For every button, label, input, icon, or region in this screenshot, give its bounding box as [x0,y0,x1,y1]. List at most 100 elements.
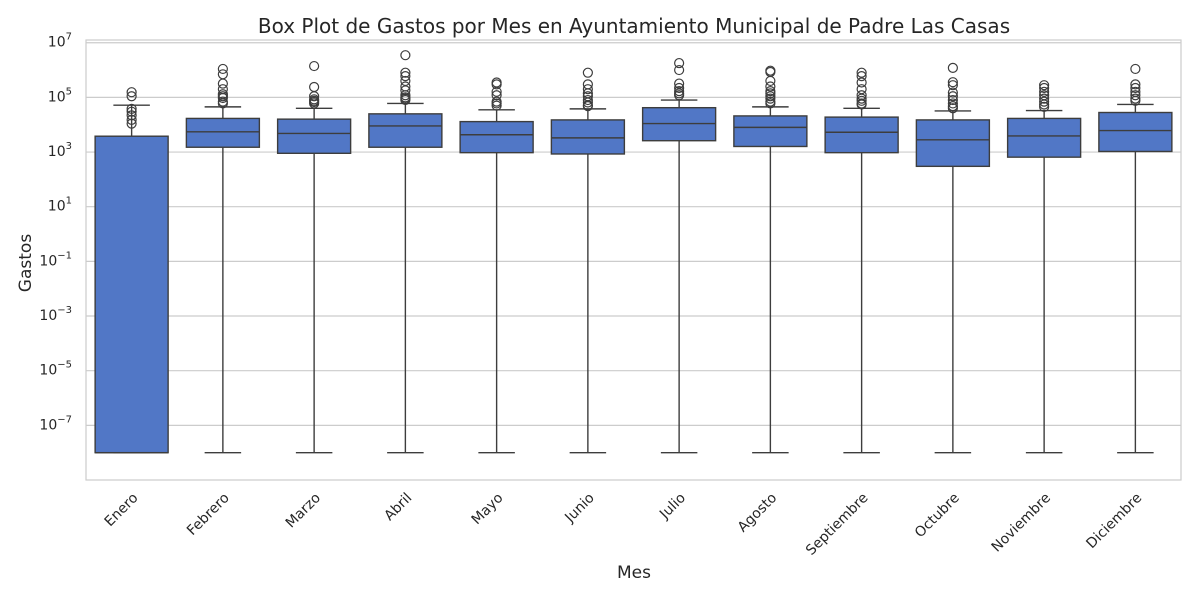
box-iqr [550,119,626,155]
y-tick-exponent: 5 [66,86,72,97]
outlier-point [765,88,776,99]
outlier-point [582,84,593,95]
box-noviembre [1006,80,1082,454]
grid-lines [86,42,1181,426]
x-tick-label: Diciembre [1083,490,1145,552]
outlier-point [1130,63,1141,75]
outlier-point [126,110,137,121]
outlier-point [582,67,593,78]
box-iqr [1006,117,1082,158]
outlier-point [491,90,502,101]
outlier-point [765,81,776,92]
box-iqr [1098,111,1173,153]
x-tick-label: Julio [656,490,689,523]
outlier-point [947,80,958,91]
outlier-point [765,98,776,109]
outlier-point [491,79,502,90]
y-tick-label: 10−1 [39,250,72,269]
y-tick-label: 101 [48,196,72,215]
chart-title: Box Plot de Gastos por Mes en Ayuntamien… [258,14,1010,38]
box-mayo [459,77,534,454]
outlier-point [400,50,411,61]
x-tick-label: Enero [102,490,142,530]
y-tick-base: 10 [48,89,66,105]
y-tick-label: 10−3 [39,305,72,324]
outlier-point [674,90,685,101]
box-iqr [94,135,169,454]
y-tick-label: 103 [48,141,72,160]
y-tick-base: 10 [39,253,57,269]
x-tick-label: Abril [381,490,415,524]
outlier-point [1039,82,1050,94]
box-marzo [276,60,352,454]
outlier-point [947,91,958,102]
y-tick-exponent: −5 [57,360,72,371]
y-tick-exponent: −3 [57,305,72,316]
y-tick-base: 10 [39,308,57,324]
outlier-point [217,92,228,104]
y-tick-exponent: 3 [66,141,72,152]
x-tick-label: Mayo [469,490,507,528]
y-tick-base: 10 [48,144,66,160]
plot-frame [85,39,1182,481]
outlier-point [400,94,411,106]
box-agosto [733,65,808,454]
outlier-point [582,94,593,106]
box-enero [94,87,169,454]
box-iqr [185,117,261,148]
x-tick-label: Agosto [735,490,781,536]
outlier-point [1039,86,1050,97]
y-axis-label: Gastos [16,234,36,293]
outlier-point [1130,82,1141,94]
y-tick-base: 10 [48,35,66,51]
outlier-point [126,114,137,126]
x-tick-label: Junio [561,490,597,526]
outlier-point [126,103,137,114]
outlier-point [1039,93,1050,104]
outlier-point [309,60,320,72]
outlier-point [947,98,958,109]
y-tick-exponent: −1 [57,250,72,261]
outlier-point [491,100,502,111]
outlier-point [309,91,320,102]
outlier-point [217,63,228,75]
box-diciembre [1098,63,1173,454]
outlier-point [400,71,411,82]
box-febrero [185,63,261,454]
plot-area [94,50,1173,454]
outlier-point [400,85,411,96]
box-iqr [733,115,808,148]
y-tick-base: 10 [39,417,57,433]
box-abril [368,50,443,454]
y-tick-label: 10−5 [39,360,72,379]
outlier-point [1130,90,1141,101]
outlier-point [947,77,958,88]
outlier-point [856,99,867,110]
x-tick-label: Septiembre [803,490,872,559]
outlier-point [309,81,320,93]
outlier-point [947,103,958,114]
y-tick-exponent: −7 [57,414,72,425]
y-tick-label: 10−7 [39,414,72,433]
box-iqr [368,113,443,148]
outlier-point [582,97,593,108]
outlier-point [1039,80,1050,91]
y-tick-label: 107 [48,32,72,51]
outlier-point [126,106,137,117]
y-tick-base: 10 [39,363,57,379]
x-tick-label: Marzo [283,490,324,531]
outlier-point [856,71,867,82]
outlier-point [674,57,685,69]
outlier-point [217,78,228,89]
outlier-point [674,78,685,89]
x-tick-label: Octubre [912,490,963,541]
outlier-point [1039,101,1050,112]
outlier-point [126,91,137,102]
box-julio [641,57,717,454]
outlier-point [217,98,228,109]
box-iqr [459,120,534,154]
box-iqr [824,116,899,154]
outlier-point [126,118,137,129]
